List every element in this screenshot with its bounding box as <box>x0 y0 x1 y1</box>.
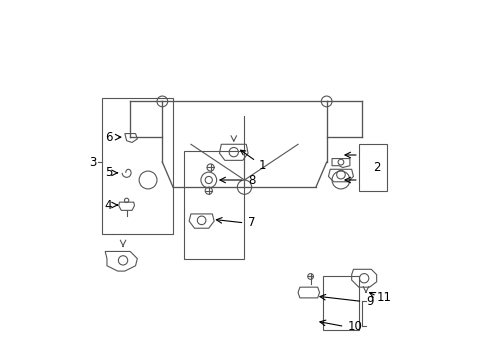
Text: 3: 3 <box>89 156 96 168</box>
Bar <box>323 276 358 330</box>
Text: 8: 8 <box>247 174 255 186</box>
Text: 4: 4 <box>104 198 112 212</box>
Text: 1: 1 <box>240 150 266 172</box>
Text: 11: 11 <box>376 291 391 305</box>
Text: 5: 5 <box>105 166 112 179</box>
Text: 7: 7 <box>247 216 255 229</box>
Text: 10: 10 <box>347 320 362 333</box>
Bar <box>183 152 244 258</box>
Text: 6: 6 <box>104 131 112 144</box>
Bar <box>102 98 173 234</box>
Bar <box>358 144 386 191</box>
Text: 2: 2 <box>372 161 380 174</box>
Text: 9: 9 <box>365 295 373 308</box>
